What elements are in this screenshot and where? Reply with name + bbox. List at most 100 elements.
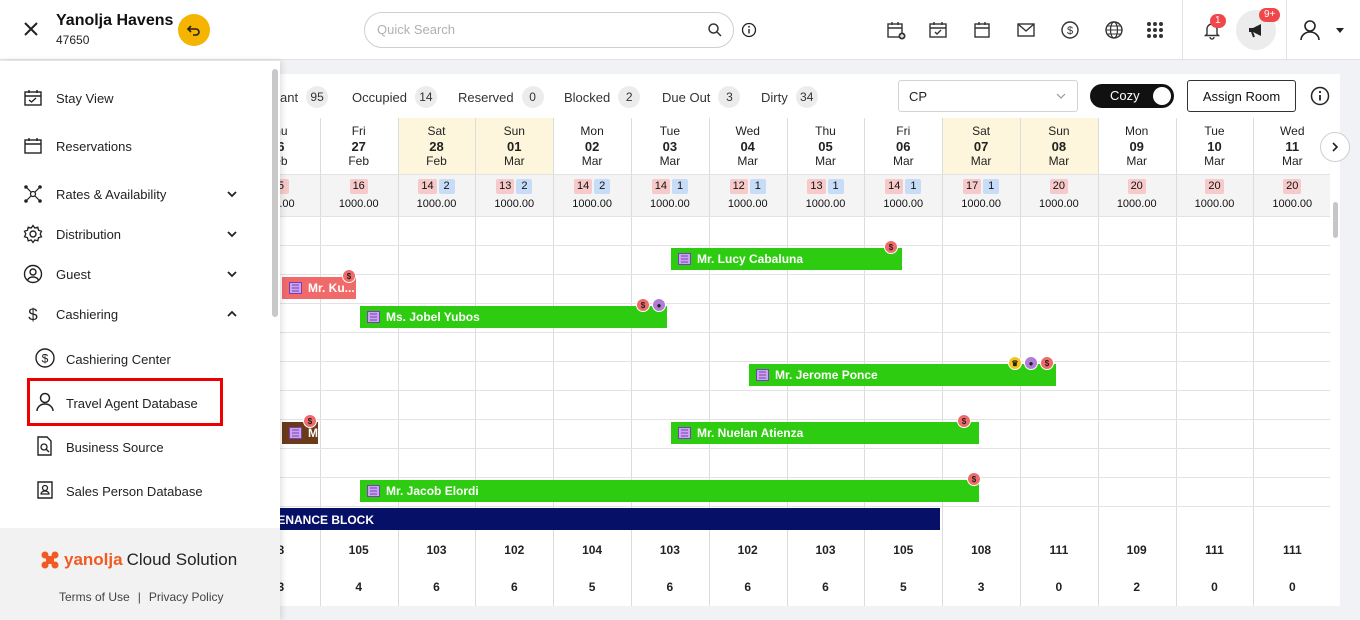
stat-due-out[interactable]: Due Out 3 (662, 86, 741, 108)
date-header[interactable]: Wed 04 Mar (709, 118, 787, 174)
grid-row-line (280, 390, 1330, 391)
calendar-add-icon[interactable] (884, 18, 908, 42)
divider (1182, 0, 1183, 60)
hotel-id: 47650 (56, 33, 90, 47)
date-header[interactable]: Thu 05 Mar (787, 118, 865, 174)
payment-due-icon: $ (636, 298, 650, 312)
rate-value: 00.00 (280, 198, 295, 210)
summary-cell: 109 (1126, 543, 1147, 557)
sidebar-item-reservations[interactable]: Reservations (22, 135, 132, 157)
calendar-check-icon[interactable] (926, 18, 950, 42)
next-dates-button[interactable] (1320, 132, 1350, 162)
day-number: 03 (662, 139, 678, 154)
chevron-down-icon[interactable] (226, 188, 238, 203)
sidebar-item-business-source[interactable]: Business Source (34, 435, 164, 460)
stat-vacant[interactable]: ant 95 (280, 86, 329, 108)
date-header[interactable]: Sun 01 Mar (475, 118, 554, 174)
summary-cell: 3 (977, 580, 985, 594)
grid-row-line (280, 274, 1330, 275)
grid-column-line (320, 118, 321, 606)
day-of-week: Thu (815, 124, 836, 138)
reservation-bar[interactable]: Mr. Lucy Cabaluna $ (671, 240, 902, 270)
month-label: Mar (815, 154, 836, 168)
guest-name: Mr. Jacob Elordi (386, 484, 479, 498)
chevron-up-icon[interactable] (226, 308, 238, 323)
globe-icon[interactable] (1102, 18, 1126, 42)
apps-grid-icon[interactable] (1143, 18, 1167, 42)
guest-name: M (308, 426, 318, 440)
stat-occupied[interactable]: Occupied 14 (352, 86, 437, 108)
calendar-icon[interactable] (970, 18, 994, 42)
sidebar-item-sales-person-database[interactable]: Sales Person Database (34, 479, 203, 504)
day-of-week: Tue (1204, 124, 1225, 138)
reservation-bar[interactable]: Mr. Jacob Elordi $ (360, 472, 981, 502)
sidebar-item-cashiering[interactable]: $ Cashiering (22, 303, 118, 325)
stat-reserved[interactable]: Reserved 0 (458, 86, 544, 108)
stat-count: 0 (521, 86, 544, 108)
payment-due-icon: $ (342, 269, 356, 283)
info-icon[interactable] (1310, 86, 1330, 109)
reservation-bar[interactable]: M $ (282, 414, 318, 444)
sidebar-scrollbar[interactable] (272, 69, 278, 317)
privacy-link[interactable]: Privacy Policy (148, 590, 224, 604)
guest-name: Mr. Jerome Ponce (775, 368, 878, 382)
summary-cell: 111 (1049, 543, 1069, 557)
grid-column-line (553, 532, 554, 606)
stat-count: 2 (618, 86, 641, 108)
sidebar-item-travel-agent-database[interactable]: Travel Agent Database (34, 391, 198, 416)
sidebar-item-cashiering-center[interactable]: $ Cashiering Center (34, 347, 171, 372)
summary-cell: 6 (433, 580, 440, 594)
date-header[interactable]: Tue 10 Mar (1176, 118, 1254, 174)
month-label: Mar (1048, 154, 1070, 168)
stat-dirty[interactable]: Dirty 34 (761, 86, 818, 108)
cozy-toggle[interactable]: Cozy (1090, 84, 1174, 108)
availability-cell: 17 1 1000.00 (942, 174, 1020, 216)
scroll-thumb[interactable] (1333, 202, 1338, 238)
sidebar-item-guest[interactable]: Guest (22, 263, 91, 285)
date-header[interactable]: Tue 03 Mar (631, 118, 709, 174)
user-icon[interactable] (1298, 18, 1322, 42)
terms-link[interactable]: Terms of Use (59, 590, 130, 604)
date-header[interactable]: Mon 02 Mar (553, 118, 631, 174)
date-header[interactable]: Sat 07 Mar (942, 118, 1020, 174)
close-icon[interactable] (20, 18, 42, 40)
date-header[interactable]: hu6eb (280, 118, 320, 174)
available-count: 17 (962, 179, 982, 194)
sidebar-item-stay-view[interactable]: Stay View (22, 87, 114, 109)
search-input[interactable] (377, 22, 697, 37)
grid-scrollbar[interactable] (1330, 192, 1340, 606)
toggle-knob (1153, 87, 1171, 105)
blocked-count: 1 (983, 179, 1000, 194)
sidebar-item-rates[interactable]: Rates & Availability (22, 183, 166, 205)
reservation-bar[interactable]: TENANCE BLOCK (280, 508, 940, 530)
quick-search[interactable] (364, 12, 734, 48)
date-header[interactable]: Mon 09 Mar (1098, 118, 1176, 174)
blocked-count: 2 (438, 179, 455, 194)
date-header[interactable]: Fri 27 Feb (320, 118, 398, 174)
rate-plan-select[interactable]: CP (898, 80, 1078, 112)
date-header[interactable]: Wed 11 Mar (1253, 118, 1330, 174)
chevron-down-icon[interactable] (226, 268, 238, 283)
day-number: 6 (280, 139, 285, 154)
reservation-bar[interactable]: Mr. Ku... $ (282, 269, 356, 299)
stat-blocked[interactable]: Blocked 2 (564, 86, 641, 108)
reservation-bar[interactable]: Ms. Jobel Yubos $ ● (360, 298, 667, 328)
assign-room-button[interactable]: Assign Room (1187, 80, 1296, 112)
dollar-circle-icon[interactable]: $ (1058, 18, 1082, 42)
back-button[interactable] (178, 14, 210, 46)
reservation-bar[interactable]: Mr. Jerome Ponce ♛ ● $ (749, 356, 1056, 386)
day-number: 28 (429, 139, 444, 154)
search-icon[interactable] (707, 22, 723, 41)
reservation-bar[interactable]: Mr. Nuelan Atienza $ (671, 414, 979, 444)
date-header[interactable]: Sat 28 Feb (397, 118, 476, 174)
caret-down-icon[interactable] (1328, 18, 1352, 42)
chevron-down-icon[interactable] (226, 228, 238, 243)
date-header[interactable]: Fri 06 Mar (864, 118, 942, 174)
rate-value: 1000.00 (1272, 198, 1313, 210)
summary-cell: 0 (1055, 580, 1063, 594)
mail-icon[interactable] (1014, 18, 1038, 42)
date-header[interactable]: Sun 08 Mar (1020, 118, 1098, 174)
sidebar-item-distribution[interactable]: Distribution (22, 223, 121, 245)
room-icon (289, 282, 302, 294)
info-icon[interactable] (741, 22, 757, 41)
